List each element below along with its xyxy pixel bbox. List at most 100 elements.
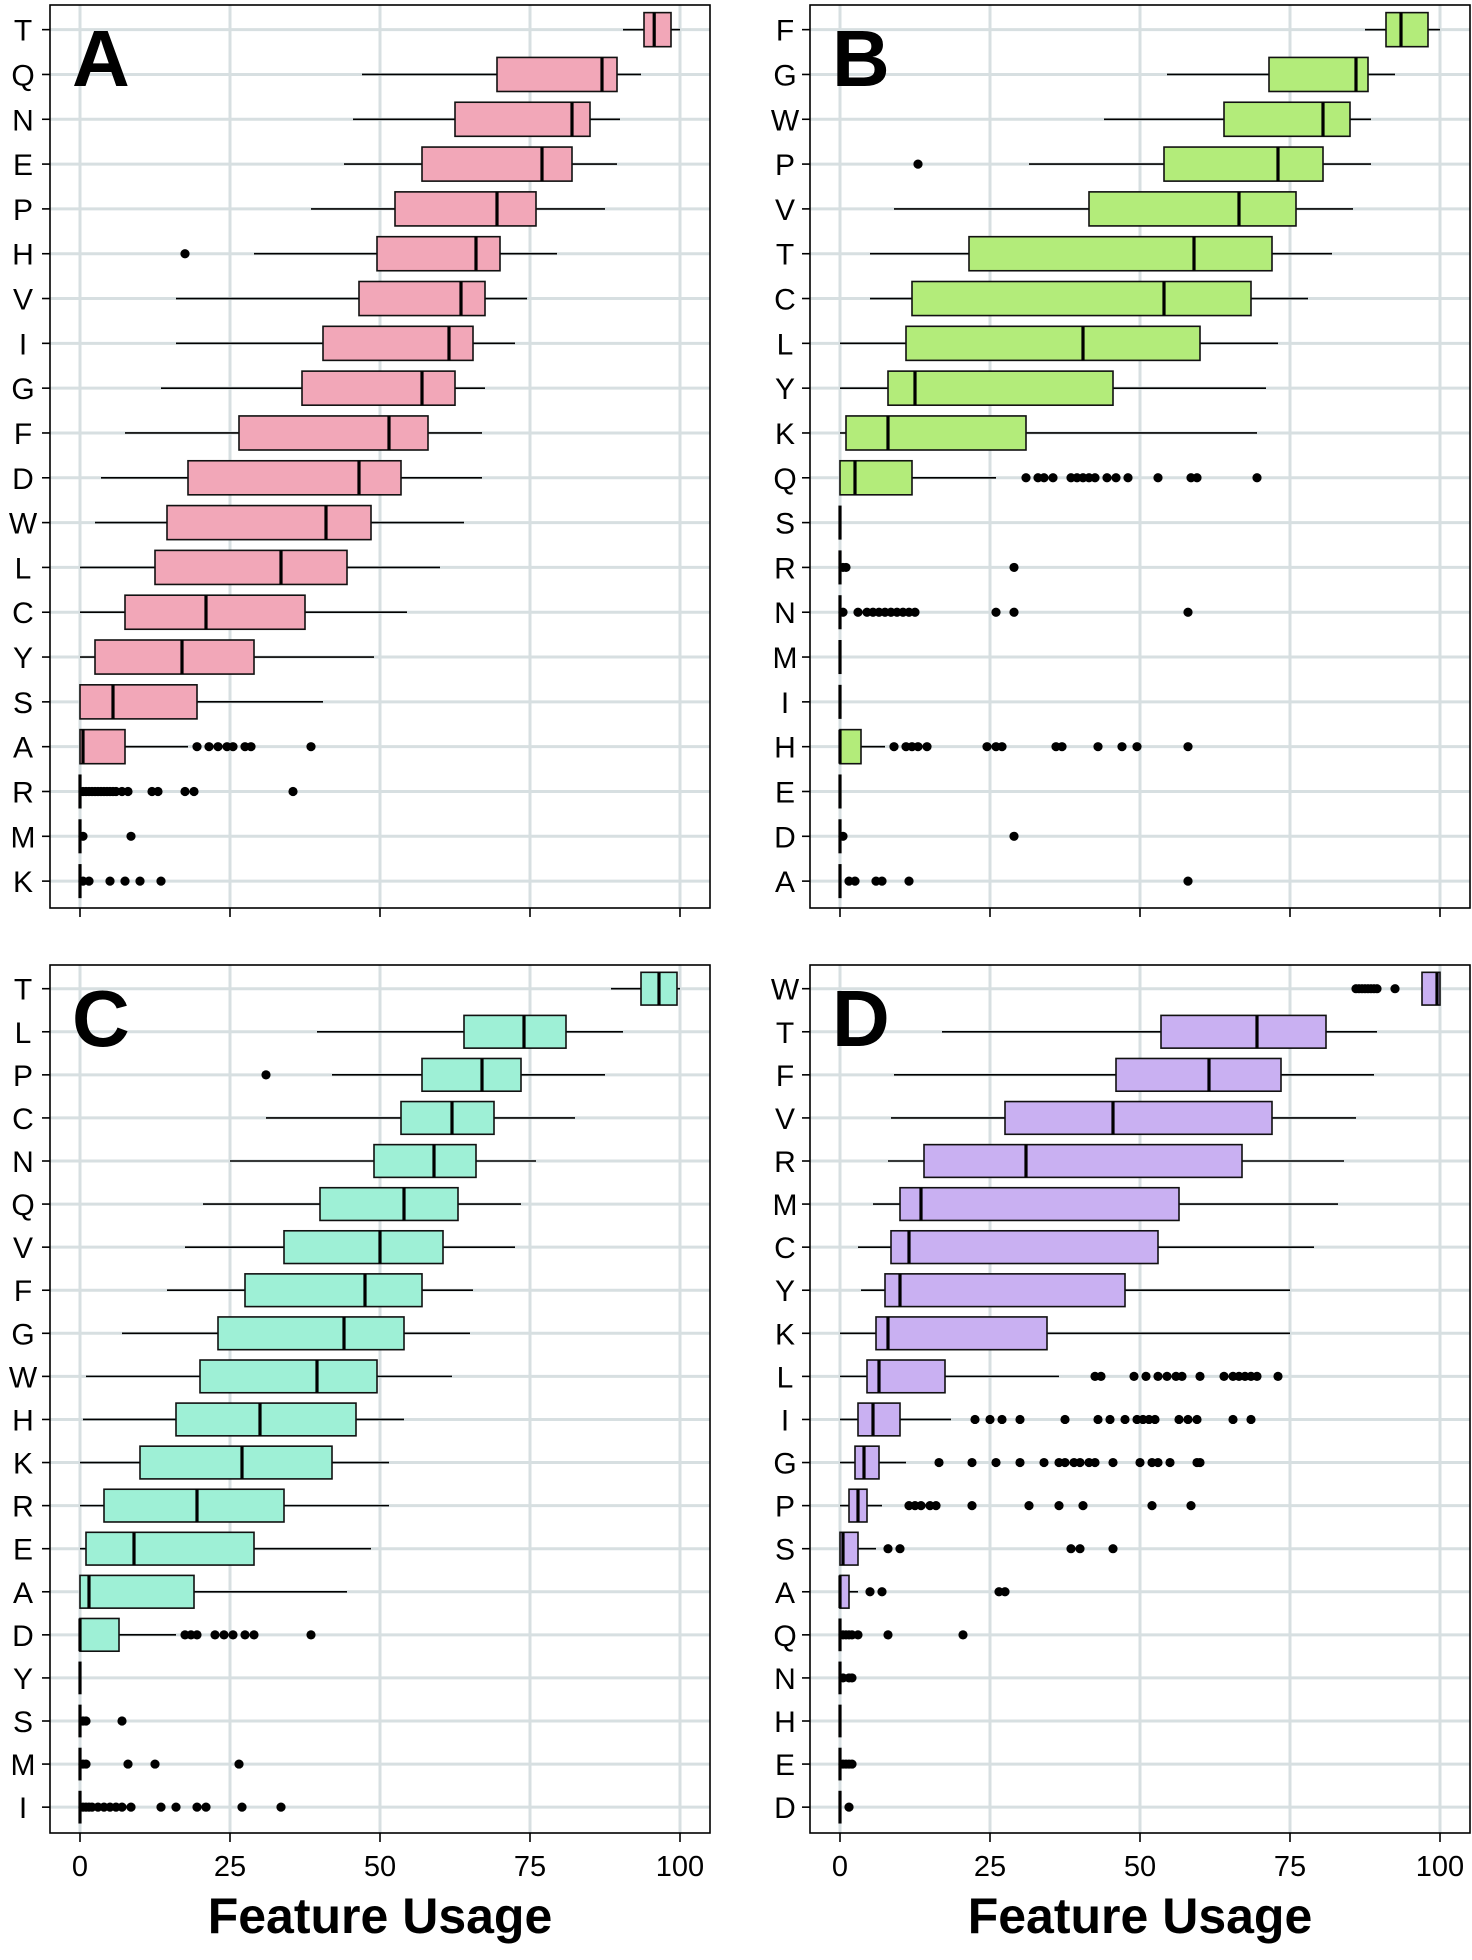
box-W [1351, 971, 1441, 1006]
box-R [80, 1488, 389, 1523]
category-label: V [13, 284, 33, 317]
category-label: H [774, 732, 796, 765]
iqr-box [103, 1488, 285, 1523]
outlier-point [1372, 984, 1382, 994]
iqr-box [199, 1359, 378, 1394]
category-label: F [14, 1275, 32, 1308]
category-label: Q [773, 463, 796, 496]
outlier-point [156, 876, 166, 886]
outlier-point [865, 1587, 875, 1597]
panel-letter: C [72, 974, 130, 1063]
outlier-point [958, 1630, 968, 1640]
box-S [839, 1531, 1118, 1566]
box-W [95, 504, 464, 541]
box-N [838, 1661, 857, 1695]
outlier-point [904, 876, 914, 886]
outlier-point [1048, 473, 1058, 483]
category-label: Q [11, 1189, 34, 1222]
box-L [80, 549, 440, 586]
outlier-point [1075, 1457, 1085, 1468]
category-label: A [13, 732, 33, 765]
outlier-point [1129, 1371, 1139, 1381]
iqr-box [1088, 191, 1297, 227]
outlier-point [970, 1414, 980, 1425]
box-K [78, 864, 166, 899]
outlier-point [306, 1630, 316, 1640]
outlier-point [1057, 742, 1067, 752]
outlier-point [1228, 1414, 1238, 1425]
iqr-box [839, 459, 913, 496]
category-label: W [771, 104, 800, 137]
category-label: C [12, 1103, 34, 1136]
iqr-box [79, 728, 126, 765]
box-C [266, 1100, 575, 1136]
outlier-point [276, 1802, 286, 1812]
outlier-point [1390, 984, 1400, 994]
outlier-point [850, 876, 860, 886]
category-label: D [12, 463, 34, 496]
iqr-box [643, 11, 672, 48]
iqr-box [496, 56, 618, 93]
category-label: I [781, 687, 789, 720]
iqr-box [217, 1316, 405, 1351]
box-A [79, 728, 316, 765]
outlier-point [192, 1630, 202, 1640]
category-label: T [776, 1017, 794, 1050]
category-label: K [775, 1318, 795, 1351]
outlier-point [853, 1630, 863, 1640]
category-label: E [13, 149, 33, 182]
box-P [311, 191, 605, 227]
outlier-point [1075, 1544, 1085, 1554]
outlier-point [201, 1802, 211, 1812]
category-label: H [12, 239, 34, 272]
outlier-point [153, 786, 163, 797]
box-G [1167, 56, 1395, 93]
outlier-point [838, 831, 848, 841]
category-label: V [13, 1232, 33, 1265]
box-V [894, 191, 1353, 227]
box-W [86, 1359, 452, 1394]
outlier-point [81, 1759, 91, 1769]
outlier-point [1174, 1414, 1184, 1425]
outlier-point [234, 1759, 244, 1769]
category-label: T [14, 974, 32, 1007]
outlier-point [1195, 1371, 1205, 1381]
iqr-box [175, 1402, 357, 1437]
iqr-box [376, 235, 501, 272]
box-R [78, 774, 298, 809]
box-C [870, 280, 1308, 317]
box-D [838, 819, 1019, 854]
outlier-point [1192, 473, 1202, 483]
outlier-point [246, 742, 256, 752]
outlier-point [228, 742, 238, 752]
iqr-box [421, 146, 573, 182]
category-label: G [773, 1448, 796, 1481]
iqr-box [454, 101, 591, 138]
category-label: W [9, 1361, 38, 1394]
outlier-point [1021, 473, 1031, 483]
iqr-box [166, 504, 372, 541]
outlier-point [1246, 1414, 1256, 1425]
outlier-point [180, 786, 190, 797]
outlier-point [913, 742, 923, 752]
outlier-point [847, 1759, 857, 1769]
box-I [78, 1790, 286, 1824]
box-I [840, 1402, 1256, 1437]
box-M [78, 1747, 244, 1781]
iqr-box [79, 684, 198, 720]
category-label: I [19, 1792, 27, 1825]
panel-letter: D [832, 974, 890, 1063]
outlier-point [237, 1802, 247, 1812]
panel-letter: A [72, 14, 130, 103]
box-F [1365, 11, 1440, 48]
iqr-box [421, 1057, 522, 1093]
x-tick-label: 25 [974, 1851, 1006, 1883]
category-label: Y [13, 642, 33, 675]
iqr-box [85, 1531, 255, 1566]
outlier-point [922, 742, 932, 752]
outlier-point [991, 607, 1001, 617]
category-label: W [9, 508, 38, 541]
outlier-point [126, 831, 136, 841]
outlier-point [895, 1544, 905, 1554]
